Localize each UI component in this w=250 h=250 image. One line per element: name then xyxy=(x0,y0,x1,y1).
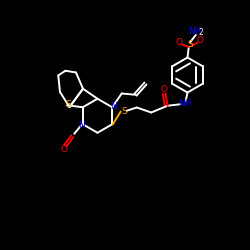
Text: N: N xyxy=(78,121,85,130)
Text: 2: 2 xyxy=(199,28,204,38)
Text: O: O xyxy=(160,85,167,94)
Text: O: O xyxy=(196,36,203,46)
Text: NH: NH xyxy=(188,27,202,36)
Text: S: S xyxy=(121,108,127,116)
Text: N: N xyxy=(110,102,117,111)
Text: NH: NH xyxy=(178,99,192,108)
Text: O: O xyxy=(175,38,182,47)
Text: S: S xyxy=(66,100,71,109)
Text: O: O xyxy=(60,146,67,154)
Text: S: S xyxy=(188,40,194,50)
